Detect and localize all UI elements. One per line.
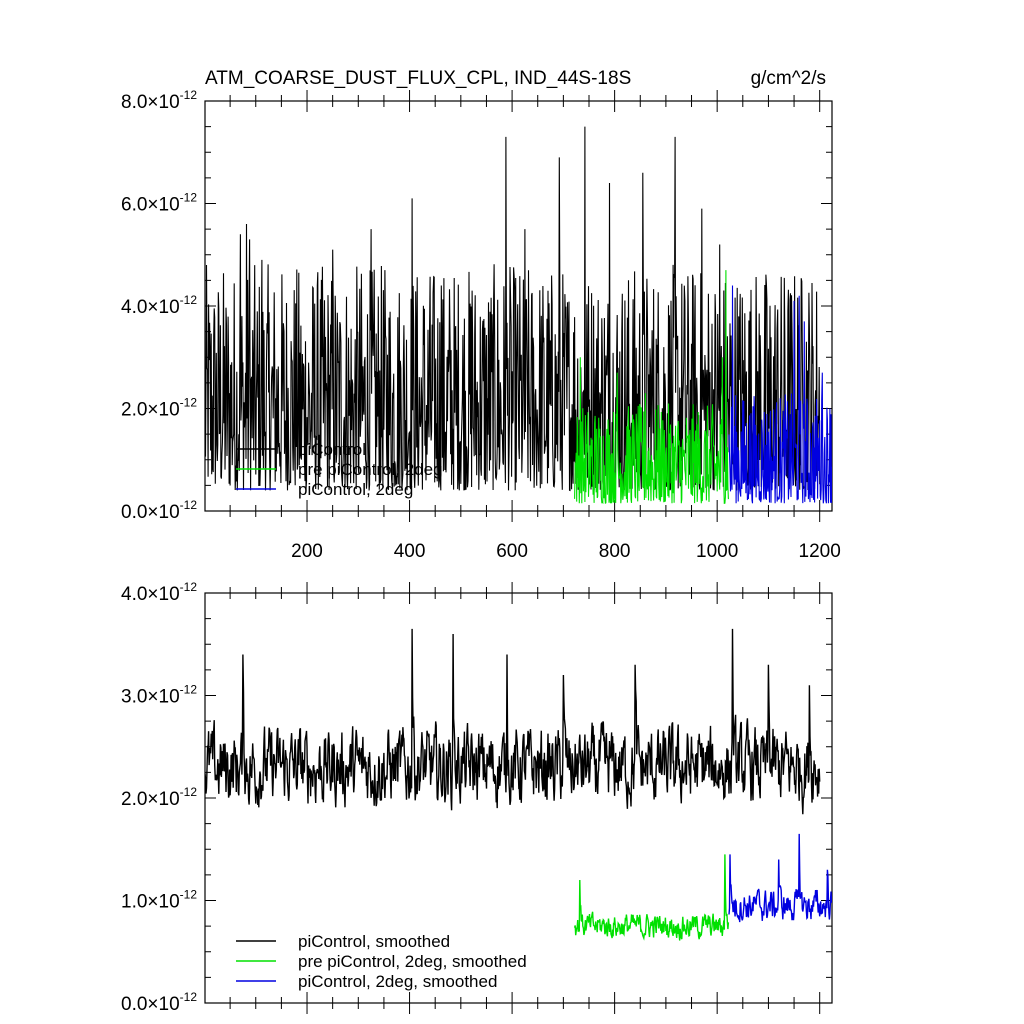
y-tick-label: 2.0×10-12 [121,396,197,421]
x-tick-label: 400 [394,541,426,562]
y-tick-label: 8.0×10-12 [121,88,197,113]
x-tick-label: 800 [599,541,631,562]
y-tick-label: 2.0×10-12 [121,785,197,810]
y-tick-label: 0.0×10-12 [121,498,197,523]
chart-units: g/cm^2/s [751,68,826,89]
series-group [205,126,832,505]
y-tick-label: 4.0×10-12 [121,580,197,605]
legend-label: piControl, smoothed [298,932,450,951]
y-tick-label: 0.0×10-12 [121,990,197,1015]
series-line [728,833,832,923]
bottom-panel: 0.0×10-12 1.0×10-12 2.0×10-12 3.0×10-12 4.0×… [121,580,833,1015]
legend-label: pre piControl, 2deg [298,460,443,479]
top-panel: 200 400 600 800 1000 1200 0.0×10-12 2.0×10-12 4.… [121,88,841,562]
legend-label: piControl, 2deg [298,480,413,499]
legend-label: pre piControl, 2deg, smoothed [298,952,527,971]
y-tick-label: 1.0×10-12 [121,888,197,913]
x-tick-label: 1200 [799,541,841,562]
x-tick-label: 1000 [696,541,738,562]
series-line [573,854,730,941]
series-group [205,628,832,941]
series-line [574,270,729,505]
legend-label: piControl, 2deg, smoothed [298,972,497,991]
y-tick-label: 6.0×10-12 [121,191,197,216]
legend-label: piControl [298,440,366,459]
x-tick-label: 600 [496,541,528,562]
y-tick-label: 4.0×10-12 [121,293,197,318]
series-line [205,628,821,815]
series-line [728,285,832,504]
y-tick-label: 3.0×10-12 [121,683,197,708]
series-line [205,126,821,492]
x-tick-label: 200 [291,541,323,562]
chart-title: ATM_COARSE_DUST_FLUX_CPL, IND_44S-18S [205,68,631,89]
